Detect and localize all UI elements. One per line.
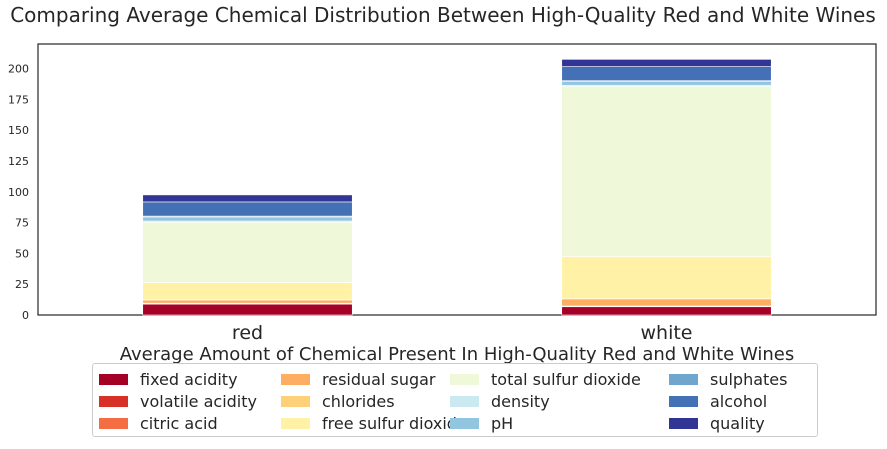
x-axis-label: Average Amount of Chemical Present In Hi… (120, 344, 795, 365)
bar-white-ph (562, 81, 772, 85)
legend-label: pH (491, 414, 513, 433)
legend-label: quality (710, 414, 765, 433)
bar-red-fixed-acidity (143, 304, 353, 315)
legend-label: sulphates (710, 370, 787, 389)
bar-white-fixed-acidity (562, 307, 772, 315)
legend-swatch (281, 396, 310, 407)
y-tick-label: 75 (15, 217, 29, 230)
y-tick-label: 125 (8, 155, 29, 168)
y-tick-label: 25 (15, 278, 29, 291)
legend-label: free sulfur dioxide (322, 414, 467, 433)
x-axis-ticks: red white (232, 322, 693, 344)
legend-item: density (450, 390, 669, 412)
legend-item: citric acid (99, 412, 281, 434)
legend-grid: fixed acidity volatile acidity citric acid… (99, 368, 811, 432)
legend-item: chlorides (281, 390, 450, 412)
legend-item: free sulfur dioxide (281, 412, 450, 434)
legend-label: density (491, 392, 550, 411)
legend-swatch (99, 418, 128, 429)
bar-white-quality (562, 59, 772, 66)
legend-item: total sulfur dioxide (450, 368, 669, 390)
y-tick-label: 100 (8, 186, 29, 199)
legend-item: fixed acidity (99, 368, 281, 390)
legend-label: volatile acidity (140, 392, 257, 411)
y-tick-label: 150 (8, 124, 29, 137)
legend-label: citric acid (140, 414, 218, 433)
legend-item: volatile acidity (99, 390, 281, 412)
bar-red-alcohol (143, 202, 353, 216)
legend-item: pH (450, 412, 669, 434)
legend-swatch (669, 374, 698, 385)
legend-item: sulphates (669, 368, 809, 390)
y-tick-label: 200 (8, 63, 29, 76)
bars-layer (143, 59, 772, 315)
y-tick-label: 0 (22, 309, 29, 322)
x-tick-label: red (232, 322, 263, 344)
legend-swatch (99, 396, 128, 407)
bar-red-residual-sugar (143, 300, 353, 303)
bar-white-free-sulfur-dioxide (562, 256, 772, 298)
legend-swatch (450, 396, 479, 407)
bar-white-alcohol (562, 67, 772, 81)
y-tick-label: 50 (15, 247, 29, 260)
legend-swatch (281, 418, 310, 429)
chart-title: Comparing Average Chemical Distribution … (10, 3, 876, 27)
legend-label: alcohol (710, 392, 767, 411)
legend-swatch (669, 396, 698, 407)
bar-white-residual-sugar (562, 299, 772, 306)
bar-red-free-sulfur-dioxide (143, 283, 353, 300)
legend-label: total sulfur dioxide (491, 370, 641, 389)
legend-swatch (450, 418, 479, 429)
x-tick-label: white (641, 322, 693, 344)
legend-label: chlorides (322, 392, 395, 411)
legend-swatch (669, 418, 698, 429)
bar-red-ph (143, 217, 353, 221)
legend-label: residual sugar (322, 370, 436, 389)
bar-red-total-sulfur-dioxide (143, 222, 353, 282)
y-axis-ticks: 0 25 50 75 100 125 150 175 200 (8, 63, 29, 322)
legend-item: quality (669, 412, 809, 434)
legend-item: residual sugar (281, 368, 450, 390)
y-tick-label: 175 (8, 93, 29, 106)
bar-white-total-sulfur-dioxide (562, 86, 772, 256)
legend-swatch (281, 374, 310, 385)
bar-red-quality (143, 195, 353, 202)
legend: fixed acidity volatile acidity citric acid… (92, 363, 818, 437)
legend-swatch (450, 374, 479, 385)
legend-label: fixed acidity (140, 370, 238, 389)
legend-item: alcohol (669, 390, 809, 412)
legend-swatch (99, 374, 128, 385)
